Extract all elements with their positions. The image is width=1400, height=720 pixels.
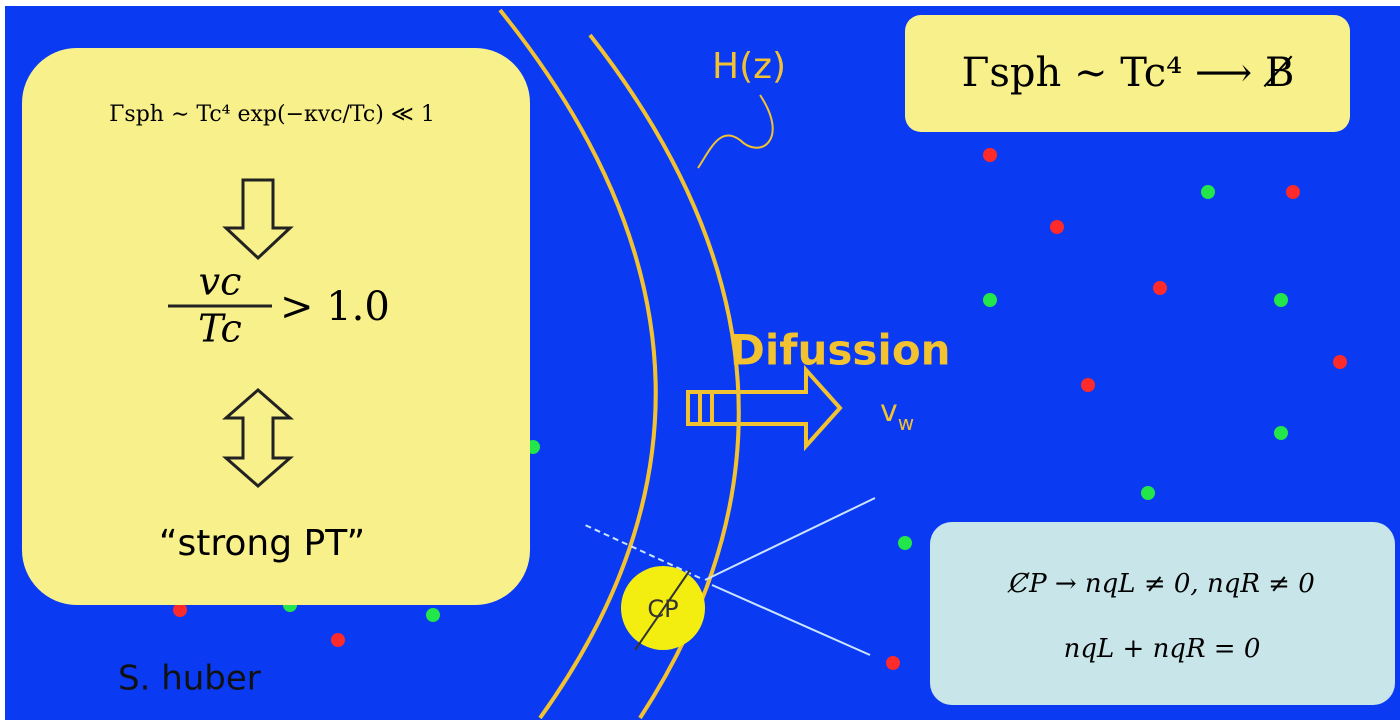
asymmetry: C̸P → nqL ≠ 0, nqR ≠ 0 <box>1007 569 1315 599</box>
diffusion-label: Difussion <box>730 326 951 375</box>
credit: S. huber <box>118 659 261 699</box>
velocity-subscript: w <box>898 411 914 435</box>
left-box <box>22 48 530 605</box>
slide: Γsph ∼ Tc⁴ exp(−κvc/Tc) ≪ 1 vc Tc > 1.0 … <box>0 0 1400 720</box>
strong-pt: “strong PT” <box>159 523 365 564</box>
velocity: v <box>880 394 898 429</box>
wall-label: H(z) <box>712 46 786 87</box>
condition: Γsph ∼ Tc⁴ exp(−κvc/Tc) ≪ 1 <box>109 102 435 127</box>
sphaleron-rate: Γsph ∼ Tc⁴ ⟶ B̸ <box>962 50 1295 96</box>
ratio-rest: > 1.0 <box>280 284 390 330</box>
bottom-right-box <box>930 522 1395 705</box>
ratio-denominator: Tc <box>198 307 242 351</box>
page: {"left_box": {"condition": "Γsph ∼ Tc⁴ e… <box>0 0 1400 720</box>
conservation: nqL + nqR = 0 <box>1064 634 1261 664</box>
ratio-numerator: vc <box>199 260 242 304</box>
